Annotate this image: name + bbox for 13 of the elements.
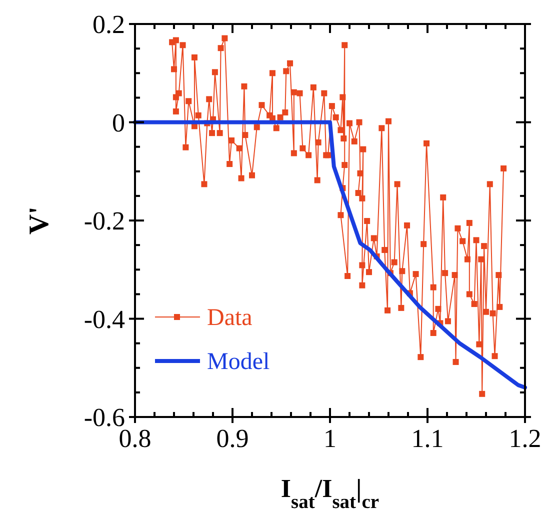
x-tick-label: 1 (324, 424, 336, 453)
x-tick-label: 1.1 (411, 424, 444, 453)
y-tick-label: -0.4 (84, 304, 125, 334)
y-tick-label: 0.2 (92, 10, 125, 39)
legend-label: Data (207, 305, 253, 331)
y-tick-label: -0.2 (84, 206, 125, 236)
line-series (133, 120, 527, 390)
legend-label: Model (207, 349, 270, 375)
x-tick-label: 0.9 (216, 424, 249, 453)
y-tick-label: 0 (112, 108, 125, 138)
x-tick-label: 1.2 (508, 424, 542, 453)
y-axis-title: V' (24, 206, 55, 234)
x-axis-title: I$_{sat}$/I$_{sat}$|$_{cr}$ (280, 474, 380, 511)
